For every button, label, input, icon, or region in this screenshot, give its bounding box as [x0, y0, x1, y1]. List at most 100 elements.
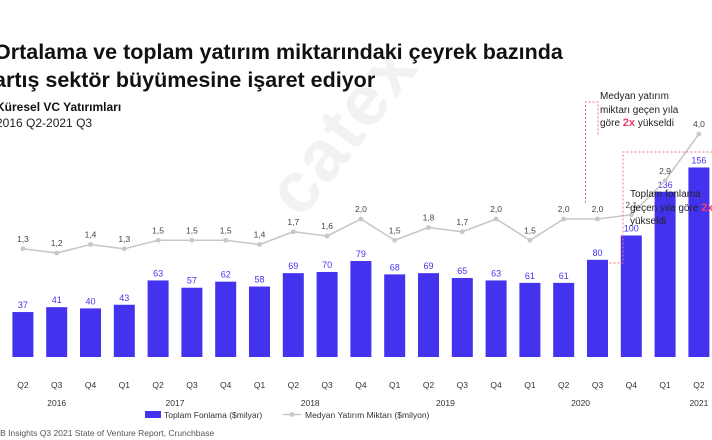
- total-annotation-guide: [609, 151, 712, 264]
- median-note-line-3-pre: göre: [600, 118, 623, 129]
- bar-value-label: 57: [187, 276, 197, 286]
- x-tick-label: Q4: [355, 380, 367, 390]
- bar: [46, 307, 68, 357]
- median-note-line-2: miktarı geçen yıla: [600, 104, 679, 116]
- median-point: [426, 225, 431, 230]
- median-point: [54, 250, 60, 256]
- title-line-2: artış sektör büyümesine işaret ediyor: [0, 68, 376, 92]
- bar: [587, 259, 608, 357]
- bar-value-label: 58: [254, 275, 264, 285]
- chart-subtitle: Küresel VC Yatırımları: [0, 100, 122, 114]
- bar-value-label: 79: [356, 249, 366, 259]
- x-tick-label: Q4: [220, 380, 232, 390]
- bar-value-label: 156: [691, 155, 706, 165]
- bar-value-label: 136: [658, 180, 673, 190]
- median-note-line-3-post: yükseldi: [635, 118, 674, 129]
- bar-value-label: 80: [592, 248, 602, 258]
- x-tick-label: Q4: [626, 380, 638, 390]
- median-point: [493, 216, 499, 222]
- median-value-label: 1,5: [186, 225, 198, 235]
- x-tick-label: Q2: [152, 380, 164, 390]
- year-label: 2018: [301, 398, 320, 408]
- year-label: 2021: [689, 398, 708, 408]
- x-tick-label: Q2: [17, 380, 29, 390]
- year-label: 2016: [47, 398, 66, 408]
- bar: [316, 271, 338, 357]
- total-note-highlight: 2x: [701, 201, 712, 214]
- median-point: [20, 246, 26, 252]
- bar: [282, 273, 304, 357]
- x-tick-label: Q3: [592, 380, 604, 390]
- legend-bar-swatch: [145, 411, 161, 418]
- year-label: 2019: [436, 398, 455, 408]
- x-tick-label: Q1: [119, 380, 131, 390]
- bar: [620, 235, 642, 357]
- chart-period: 2016 Q2-2021 Q3: [0, 116, 93, 130]
- median-point: [257, 242, 262, 247]
- median-point: [324, 233, 330, 239]
- median-value-label: 1,4: [254, 230, 266, 240]
- median-point: [189, 237, 195, 243]
- median-point: [561, 216, 567, 222]
- median-value-label: 1,5: [152, 225, 164, 235]
- total-growth-note: Toplam fonlama geçen yıla göre 2x yüksel…: [630, 188, 712, 229]
- x-tick-label: Q4: [490, 380, 502, 390]
- median-value-label: 2,0: [558, 204, 570, 214]
- median-value-label: 1,8: [423, 213, 435, 223]
- bar-value-label: 70: [322, 260, 332, 270]
- bar: [113, 304, 135, 357]
- x-tick-label: Q1: [254, 380, 266, 390]
- bar-value-label: 100: [624, 224, 639, 234]
- legend-line-label: Medyan Yatırım Miktarı ($milyon): [305, 410, 430, 420]
- bar-value-label: 43: [119, 293, 129, 303]
- median-point: [628, 212, 634, 218]
- median-point: [595, 216, 600, 222]
- median-value-label: 1,5: [524, 225, 536, 235]
- x-tick-label: Q4: [85, 380, 97, 390]
- bar: [519, 282, 541, 357]
- x-tick-label: Q1: [524, 380, 536, 390]
- bar: [80, 308, 101, 357]
- x-tick-label: Q3: [51, 380, 63, 390]
- bar-value-label: 63: [491, 268, 501, 278]
- total-note-line-1: Toplam fonlama: [630, 189, 701, 200]
- median-value-label: 1,5: [389, 225, 401, 235]
- bar: [384, 274, 406, 357]
- x-tick-label: Q2: [558, 380, 570, 390]
- legend-bar-label: Toplam Fonlama ($milyar): [164, 410, 262, 420]
- x-tick-label: Q3: [321, 380, 333, 390]
- legend-line-marker: [289, 412, 295, 417]
- bar: [181, 287, 203, 357]
- median-value-label: 1,3: [17, 234, 29, 244]
- bar-value-label: 65: [457, 266, 467, 276]
- median-value-label: 2,0: [592, 204, 604, 214]
- median-point: [88, 242, 93, 247]
- median-point: [121, 246, 127, 252]
- median-value-label: 1,5: [220, 225, 232, 235]
- bar-value-label: 62: [221, 270, 231, 280]
- bar: [654, 191, 676, 357]
- median-note-line-1: Medyan yatırım: [600, 91, 669, 102]
- x-tick-label: Q3: [457, 380, 469, 390]
- x-tick-label: Q1: [659, 380, 671, 390]
- bar-value-label: 61: [559, 271, 569, 281]
- median-growth-note: Medyan yatırım miktarı geçen yıla göre 2…: [600, 90, 678, 131]
- year-label: 2017: [166, 398, 185, 408]
- bar: [451, 278, 473, 357]
- median-point: [358, 216, 364, 222]
- bar-value-label: 40: [85, 296, 95, 306]
- median-point: [392, 237, 398, 243]
- median-value-label: 1,7: [287, 217, 299, 227]
- median-point: [527, 237, 533, 243]
- bar: [147, 280, 169, 357]
- total-note-line-3: yükseldi: [630, 216, 667, 227]
- bar-value-label: 37: [18, 300, 28, 310]
- median-value-label: 2,0: [490, 204, 502, 214]
- bar-value-label: 41: [52, 295, 62, 305]
- median-point: [290, 229, 296, 235]
- median-value-label: 2,0: [355, 204, 367, 214]
- median-point: [696, 131, 702, 137]
- bar-value-label: 68: [390, 262, 400, 272]
- median-point: [662, 178, 668, 184]
